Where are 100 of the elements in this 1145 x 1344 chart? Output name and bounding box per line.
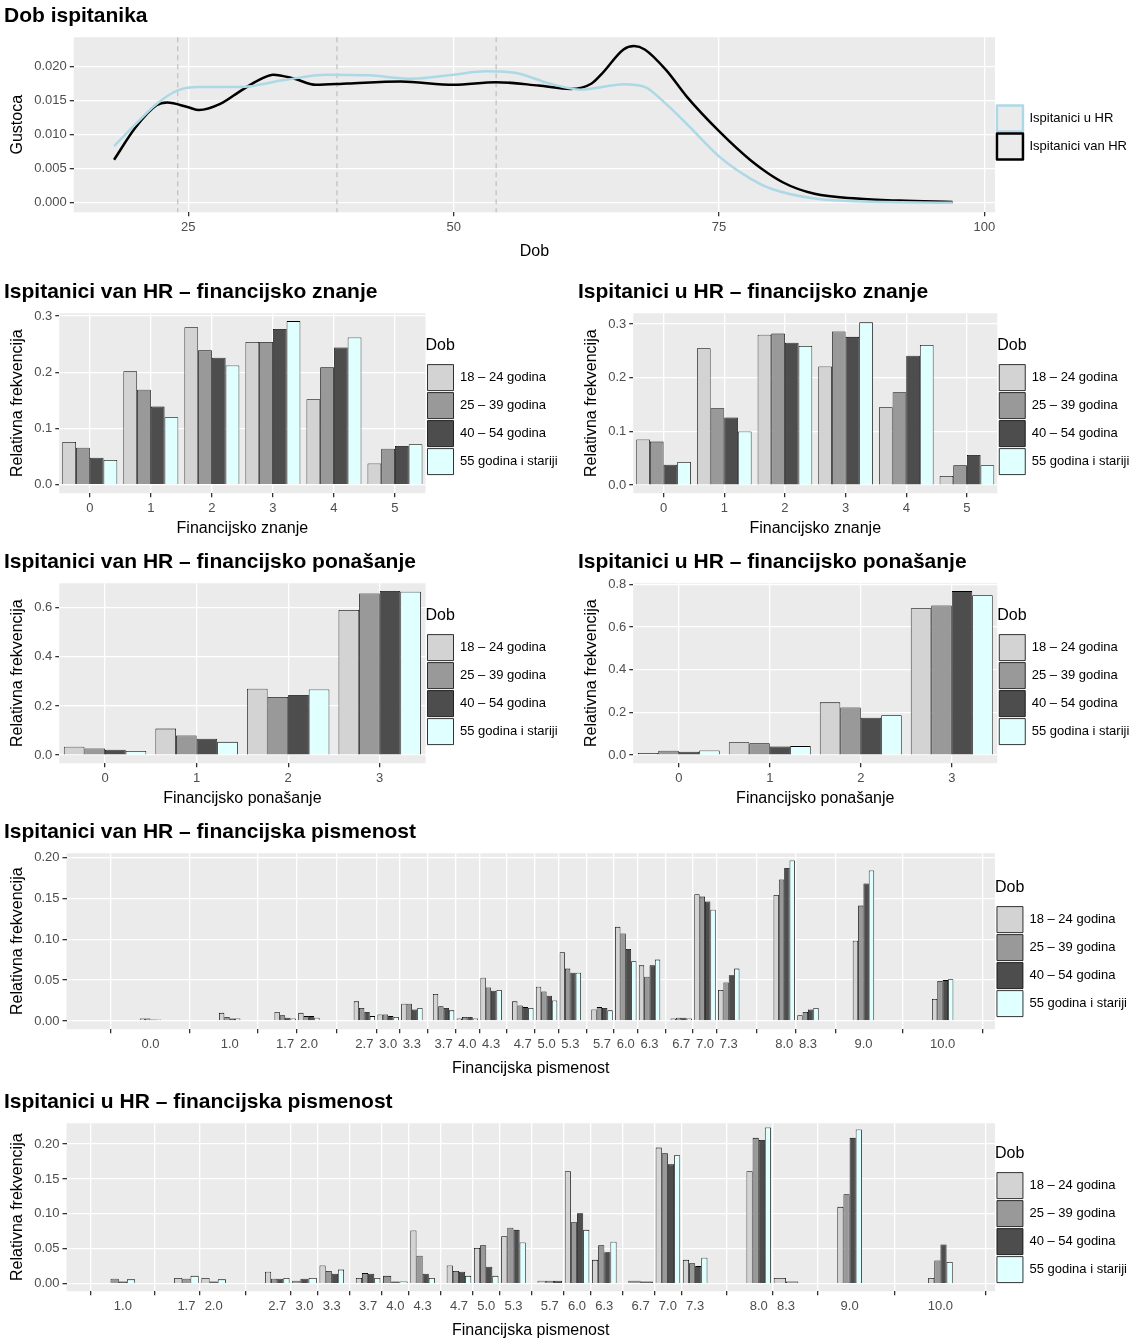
y-tick-label: 0.05 [34,971,60,987]
y-tick-label: 0.0 [608,746,627,762]
legend-label: 18 – 24 godina [460,369,547,385]
legend-label: 55 godina i stariji [1031,453,1130,469]
y-tick-label: 0.00 [34,1012,60,1028]
chart-title: Ispitanici van HR – financijsko znanje [4,279,378,303]
x-tick-label: 4.7 [449,1297,468,1313]
x-tick-label: 2 [857,769,865,785]
legend-label: 25 – 39 godina [1029,1205,1117,1221]
legend-label: 25 – 39 godina [1031,667,1119,683]
x-axis-title: Financijska pismenost [452,1320,610,1338]
y-tick-label: 0.00 [34,1275,60,1291]
legend-label: 40 – 54 godina [1029,967,1117,983]
x-tick-label: 3.0 [295,1297,314,1313]
x-tick-label: 5.0 [537,1035,556,1051]
legend-label: Ispitanici van HR [1029,138,1128,154]
x-tick-label: 4 [330,499,338,515]
legend-label: 25 – 39 godina [460,397,547,413]
legend-title: Dob [997,605,1027,623]
y-tick-label: 0.05 [34,1240,60,1256]
x-tick-label: 1.7 [276,1035,295,1051]
y-tick-label: 0.020 [34,58,67,74]
chart-title: Ispitanici u HR – financijsko znanje [578,279,929,303]
y-tick-label: 0.4 [34,648,53,664]
y-axis-title: Relativna frekvencija [8,329,26,478]
x-tick-label: 7.3 [686,1297,705,1313]
x-tick-label: 6.0 [568,1297,587,1313]
x-tick-label: 1 [147,499,155,515]
x-tick-label: 5.3 [561,1035,580,1051]
x-tick-label: 0 [101,769,109,785]
x-axis-title: Financijsko znanje [749,518,882,536]
x-tick-label: 5.0 [477,1297,496,1313]
chart-title: Ispitanici van HR – financijska pismenost [4,819,416,843]
x-tick-label: 1 [192,769,201,785]
x-axis-title: Financijsko ponašanje [163,788,322,806]
x-tick-label: 3 [948,769,956,785]
y-tick-label: 0.3 [608,315,627,331]
y-tick-label: 0.15 [34,1170,60,1186]
legend-label: 40 – 54 godina [460,425,547,441]
x-tick-label: 3.7 [359,1297,378,1313]
legend-label: 25 – 39 godina [1031,397,1119,413]
x-tick-label: 7.3 [719,1035,738,1051]
x-tick-label: 4.3 [413,1297,432,1313]
y-tick-label: 0.15 [34,889,60,905]
x-tick-label: 3 [841,499,850,515]
y-tick-label: 0.20 [34,1135,60,1151]
x-tick-label: 0 [86,499,94,515]
y-tick-label: 0.4 [608,661,627,677]
x-tick-label: 100 [973,218,996,234]
x-tick-label: 6.0 [616,1035,635,1051]
x-tick-label: 7.0 [695,1035,715,1051]
x-tick-label: 2.7 [355,1035,374,1051]
x-tick-label: 75 [711,218,727,234]
y-tick-label: 0.1 [608,422,627,438]
x-tick-label: 2 [208,499,216,515]
x-tick-label: 2.0 [204,1297,223,1313]
y-axis-title: Relativna frekvencija [8,1133,26,1282]
x-tick-label: 0 [675,769,683,785]
y-tick-label: 0.1 [34,420,53,436]
x-tick-label: 5.7 [592,1035,612,1051]
y-axis-title: Relativna frekvencija [582,329,600,478]
legend-label: 25 – 39 godina [460,667,547,683]
legend-title: Dob [994,1143,1025,1161]
x-tick-label: 2 [781,499,789,515]
x-tick-label: 25 [181,218,196,234]
x-tick-label: 1.0 [220,1035,239,1051]
x-tick-label: 4.0 [386,1297,405,1313]
x-tick-label: 2 [284,769,292,785]
y-tick-label: 0.20 [34,848,60,864]
legend-label: 25 – 39 godina [1029,939,1117,955]
x-axis-title: Dob [519,241,550,259]
y-tick-label: 0.10 [34,930,60,946]
x-tick-label: 4.3 [482,1035,501,1051]
x-tick-label: 5.7 [540,1297,559,1313]
legend-title: Dob [425,605,455,623]
x-tick-label: 6.3 [595,1297,614,1313]
legend-label: 18 – 24 godina [1031,369,1119,385]
x-tick-label: 3 [269,499,277,515]
y-tick-label: 0.2 [608,369,627,385]
x-axis-title: Financijsko ponašanje [736,788,895,806]
x-tick-label: 5 [963,499,971,515]
chart-title: Ispitanici van HR – financijsko ponašanje [4,549,416,573]
y-tick-label: 0.000 [34,194,67,210]
legend-label: 55 godina i stariji [1029,1261,1128,1277]
x-tick-label: 1 [720,499,728,515]
y-tick-label: 0.6 [34,599,53,615]
x-tick-label: 10.0 [930,1035,956,1051]
x-tick-label: 3.3 [322,1297,341,1313]
y-tick-label: 0.015 [34,92,67,108]
legend-label: 55 godina i stariji [1031,723,1130,739]
x-tick-label: 9.0 [840,1297,859,1313]
y-tick-label: 0.2 [608,703,627,719]
x-tick-label: 8.3 [776,1297,796,1313]
legend-label: 40 – 54 godina [460,695,547,711]
x-tick-label: 3.3 [402,1035,421,1051]
legend-label: 18 – 24 godina [460,639,547,655]
x-tick-label: 5 [391,499,399,515]
y-tick-label: 0.3 [34,307,53,323]
x-tick-label: 1.0 [113,1297,132,1313]
legend-label: 55 godina i stariji [460,453,558,469]
